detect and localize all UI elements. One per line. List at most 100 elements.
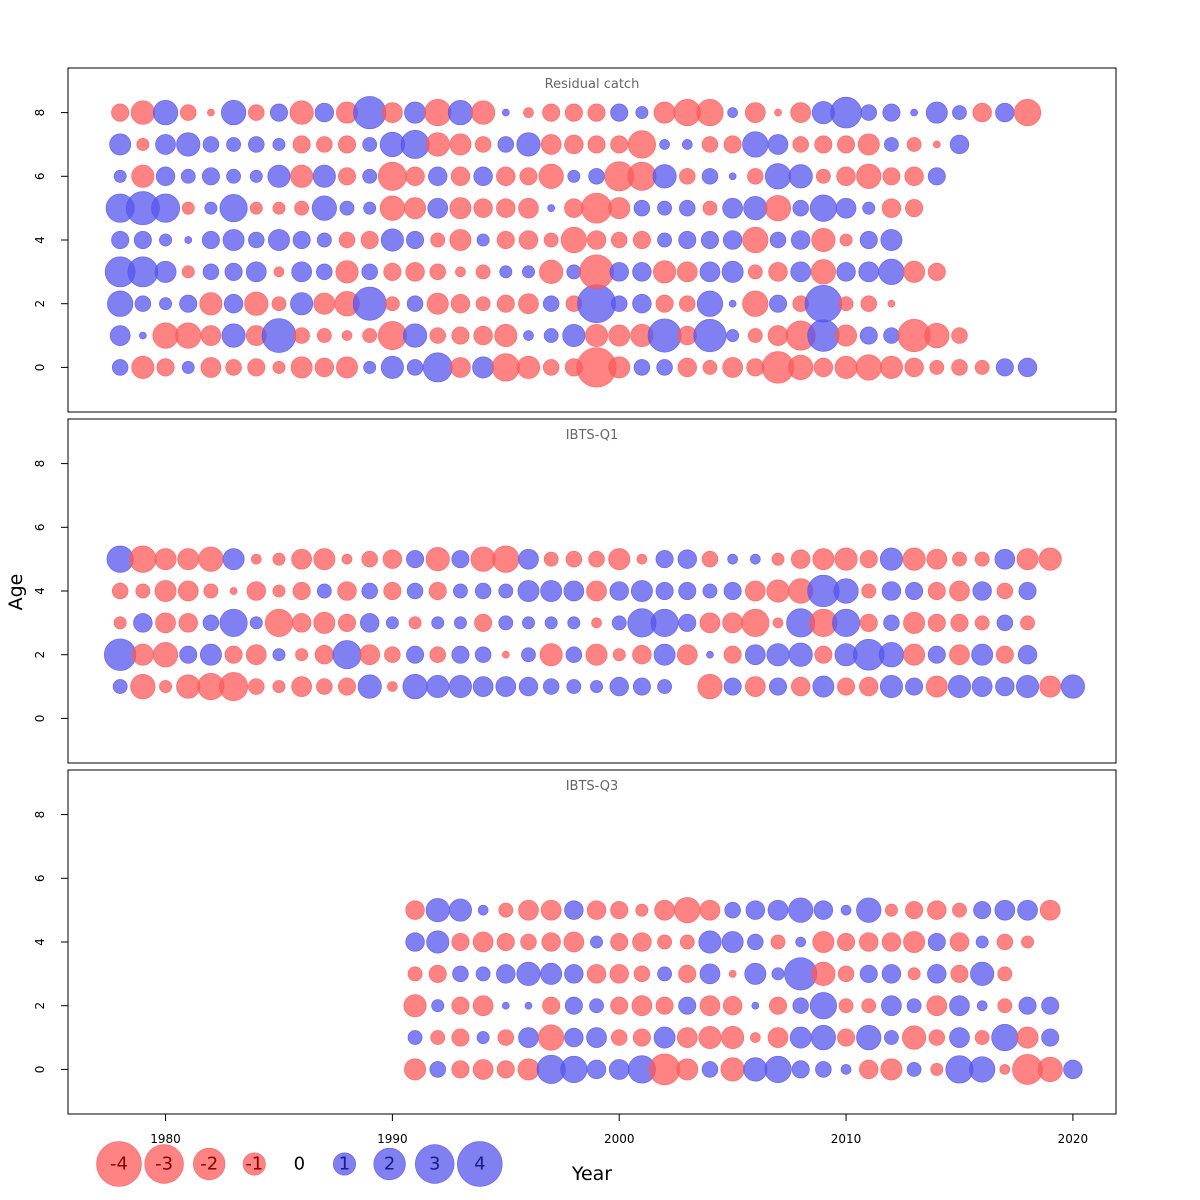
- legend-bubble: [373, 1147, 406, 1181]
- residual-bubble: [316, 678, 333, 695]
- residual-bubble: [314, 357, 334, 378]
- residual-bubble: [833, 578, 859, 604]
- residual-bubble: [360, 231, 379, 249]
- residual-bubble: [499, 265, 513, 279]
- residual-bubble: [611, 615, 627, 631]
- residual-bubble: [316, 328, 332, 343]
- residual-bubble: [881, 932, 902, 952]
- residual-bubble: [1013, 99, 1042, 127]
- residual-bubble: [804, 285, 843, 323]
- residual-bubble: [544, 616, 558, 630]
- residual-bubble: [316, 232, 332, 248]
- residual-bubble: [581, 192, 612, 224]
- residual-bubble: [653, 1026, 676, 1049]
- residual-bubble: [701, 550, 719, 568]
- residual-bubble: [111, 231, 130, 249]
- residual-bubble: [360, 613, 380, 633]
- residual-bubble: [181, 360, 195, 374]
- residual-bubble: [809, 992, 837, 1020]
- residual-bubble: [560, 1055, 588, 1083]
- residual-bubble: [407, 966, 423, 982]
- residual-bubble: [722, 996, 743, 1016]
- residual-bubble: [636, 553, 648, 565]
- residual-bubble: [383, 582, 402, 600]
- residual-bubble: [430, 232, 446, 248]
- residual-bubble: [201, 231, 220, 249]
- residual-bubble: [973, 901, 992, 920]
- residual-bubble: [313, 292, 336, 315]
- legend-label: 3: [429, 1154, 440, 1175]
- residual-bubble: [497, 136, 515, 153]
- residual-bubble: [830, 96, 862, 129]
- residual-bubble: [858, 261, 880, 283]
- residual-bubble: [291, 613, 312, 633]
- residual-bubble: [133, 613, 153, 633]
- residual-bubble: [699, 995, 721, 1017]
- residual-bubble: [339, 200, 355, 216]
- residual-bubble: [268, 229, 290, 251]
- residual-bubble: [272, 201, 286, 215]
- residual-bubble: [382, 102, 403, 123]
- residual-bubble: [677, 357, 697, 378]
- residual-bubble: [541, 932, 561, 952]
- residual-bubble: [679, 168, 696, 185]
- residual-bubble: [701, 136, 719, 153]
- residual-bubble: [632, 1028, 651, 1047]
- residual-bubble: [997, 966, 1013, 982]
- residual-bubble: [903, 931, 926, 953]
- residual-bubble: [723, 135, 742, 154]
- residual-bubble: [813, 900, 834, 920]
- residual-bubble: [272, 648, 286, 662]
- residual-bubble: [518, 548, 539, 570]
- residual-bubble: [609, 581, 629, 601]
- residual-bubble: [1041, 1028, 1060, 1047]
- residual-bubble: [952, 551, 967, 567]
- residual-bubble: [902, 1025, 927, 1050]
- y-tick-label: 0: [33, 1066, 47, 1074]
- residual-bubble: [679, 199, 696, 217]
- residual-bubble: [699, 612, 721, 634]
- residual-bubble: [702, 200, 718, 216]
- y-tick-label: 8: [33, 109, 47, 117]
- residual-bubble: [627, 130, 656, 159]
- residual-bubble: [742, 226, 769, 254]
- residual-bubble: [424, 99, 452, 127]
- residual-bubble: [353, 96, 387, 130]
- residual-bubble: [859, 964, 878, 983]
- residual-bubble: [361, 582, 378, 600]
- x-tick-label: 2010: [831, 1132, 862, 1146]
- residual-bubble: [472, 1059, 494, 1080]
- residual-bubble: [361, 263, 378, 281]
- residual-bubble: [814, 645, 833, 664]
- residual-bubble: [384, 646, 401, 663]
- residual-bubble: [743, 196, 768, 221]
- residual-bubble: [861, 583, 877, 599]
- residual-bubble: [995, 358, 1014, 377]
- residual-bubble: [224, 262, 243, 281]
- residual-bubble: [524, 1001, 533, 1010]
- residual-bubble: [969, 1056, 996, 1083]
- residual-bubble: [248, 104, 265, 121]
- residual-bubble: [702, 360, 718, 375]
- residual-bubble: [272, 584, 286, 598]
- residual-bubble: [949, 134, 970, 155]
- residual-bubble: [221, 323, 246, 348]
- residual-bubble: [517, 580, 540, 602]
- residual-bubble: [472, 356, 495, 379]
- residual-bubble: [203, 583, 219, 599]
- residual-bubble: [974, 615, 990, 631]
- residual-bubble: [884, 903, 898, 917]
- residual-bubble: [722, 612, 743, 634]
- residual-bubble: [925, 675, 948, 698]
- residual-bubble: [676, 261, 698, 283]
- residual-bubble: [743, 1057, 768, 1082]
- residual-bubble: [681, 139, 693, 150]
- legend: -4 -3 -2 -1 0 1 2 3 4: [96, 1141, 503, 1187]
- residual-bubble: [496, 964, 516, 984]
- residual-bubble: [523, 330, 534, 341]
- residual-bubble: [926, 548, 948, 570]
- residual-bubble: [332, 640, 362, 670]
- residual-bubble: [451, 1028, 470, 1047]
- residual-bubble: [406, 645, 425, 664]
- residual-bubble: [678, 996, 697, 1015]
